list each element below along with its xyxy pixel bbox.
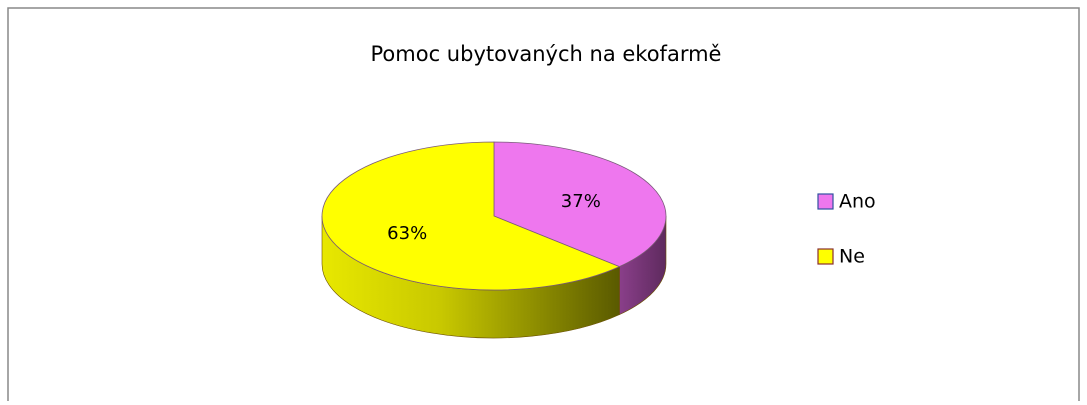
slice <box>493 141 667 268</box>
legend-swatch <box>817 248 834 265</box>
chart-title: Pomoc ubytovaných na ekofarmě <box>371 42 722 66</box>
legend-swatch <box>817 193 834 210</box>
legend-label: Ano <box>839 191 876 213</box>
slice <box>321 141 621 291</box>
data-label: 37% <box>561 191 601 212</box>
legend-label: Ne <box>839 246 865 268</box>
data-label: 63% <box>387 223 427 244</box>
